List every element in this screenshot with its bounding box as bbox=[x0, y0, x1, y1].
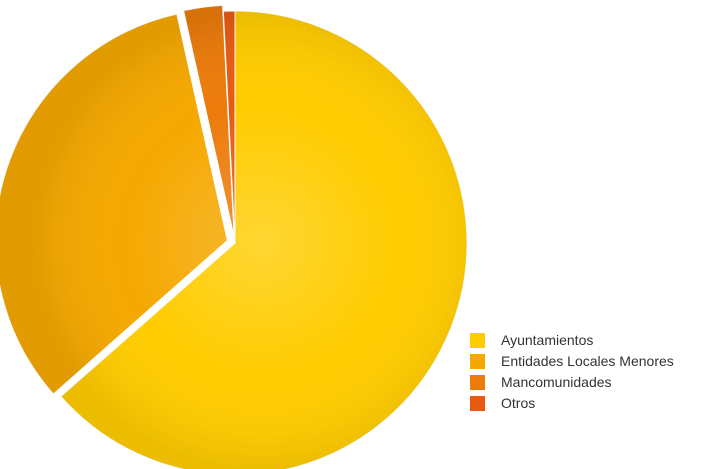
pie-slice-shading bbox=[223, 10, 235, 244]
legend-label: Otros bbox=[501, 395, 536, 411]
legend-swatch bbox=[470, 374, 485, 390]
pie-slice-ayuntamientos[interactable] bbox=[60, 10, 468, 469]
pie-slice-entidades-locales-menores[interactable] bbox=[0, 13, 228, 395]
legend-label: Entidades Locales Menores bbox=[501, 353, 674, 369]
legend-item-otros[interactable]: Otros bbox=[470, 393, 674, 413]
legend-swatch bbox=[470, 353, 485, 369]
pie-slice-shading bbox=[0, 14, 228, 394]
legend-label: Mancomunidades bbox=[501, 374, 612, 390]
pie-slice-otros[interactable] bbox=[222, 10, 236, 244]
legend-swatch bbox=[470, 395, 485, 411]
legend-label: Ayuntamientos bbox=[501, 332, 594, 348]
legend-item-mancomunidades[interactable]: Mancomunidades bbox=[470, 372, 674, 392]
pie-slice-shading bbox=[60, 11, 467, 469]
legend-item-ayuntamientos[interactable]: Ayuntamientos bbox=[470, 330, 674, 350]
legend-swatch bbox=[470, 332, 485, 348]
pie-slice-shading bbox=[183, 5, 235, 238]
legend-item-entidades-locales-menores[interactable]: Entidades Locales Menores bbox=[470, 351, 674, 371]
chart-legend: Ayuntamientos Entidades Locales Menores … bbox=[470, 330, 674, 414]
pie-slice-mancomunidades[interactable] bbox=[182, 4, 235, 238]
